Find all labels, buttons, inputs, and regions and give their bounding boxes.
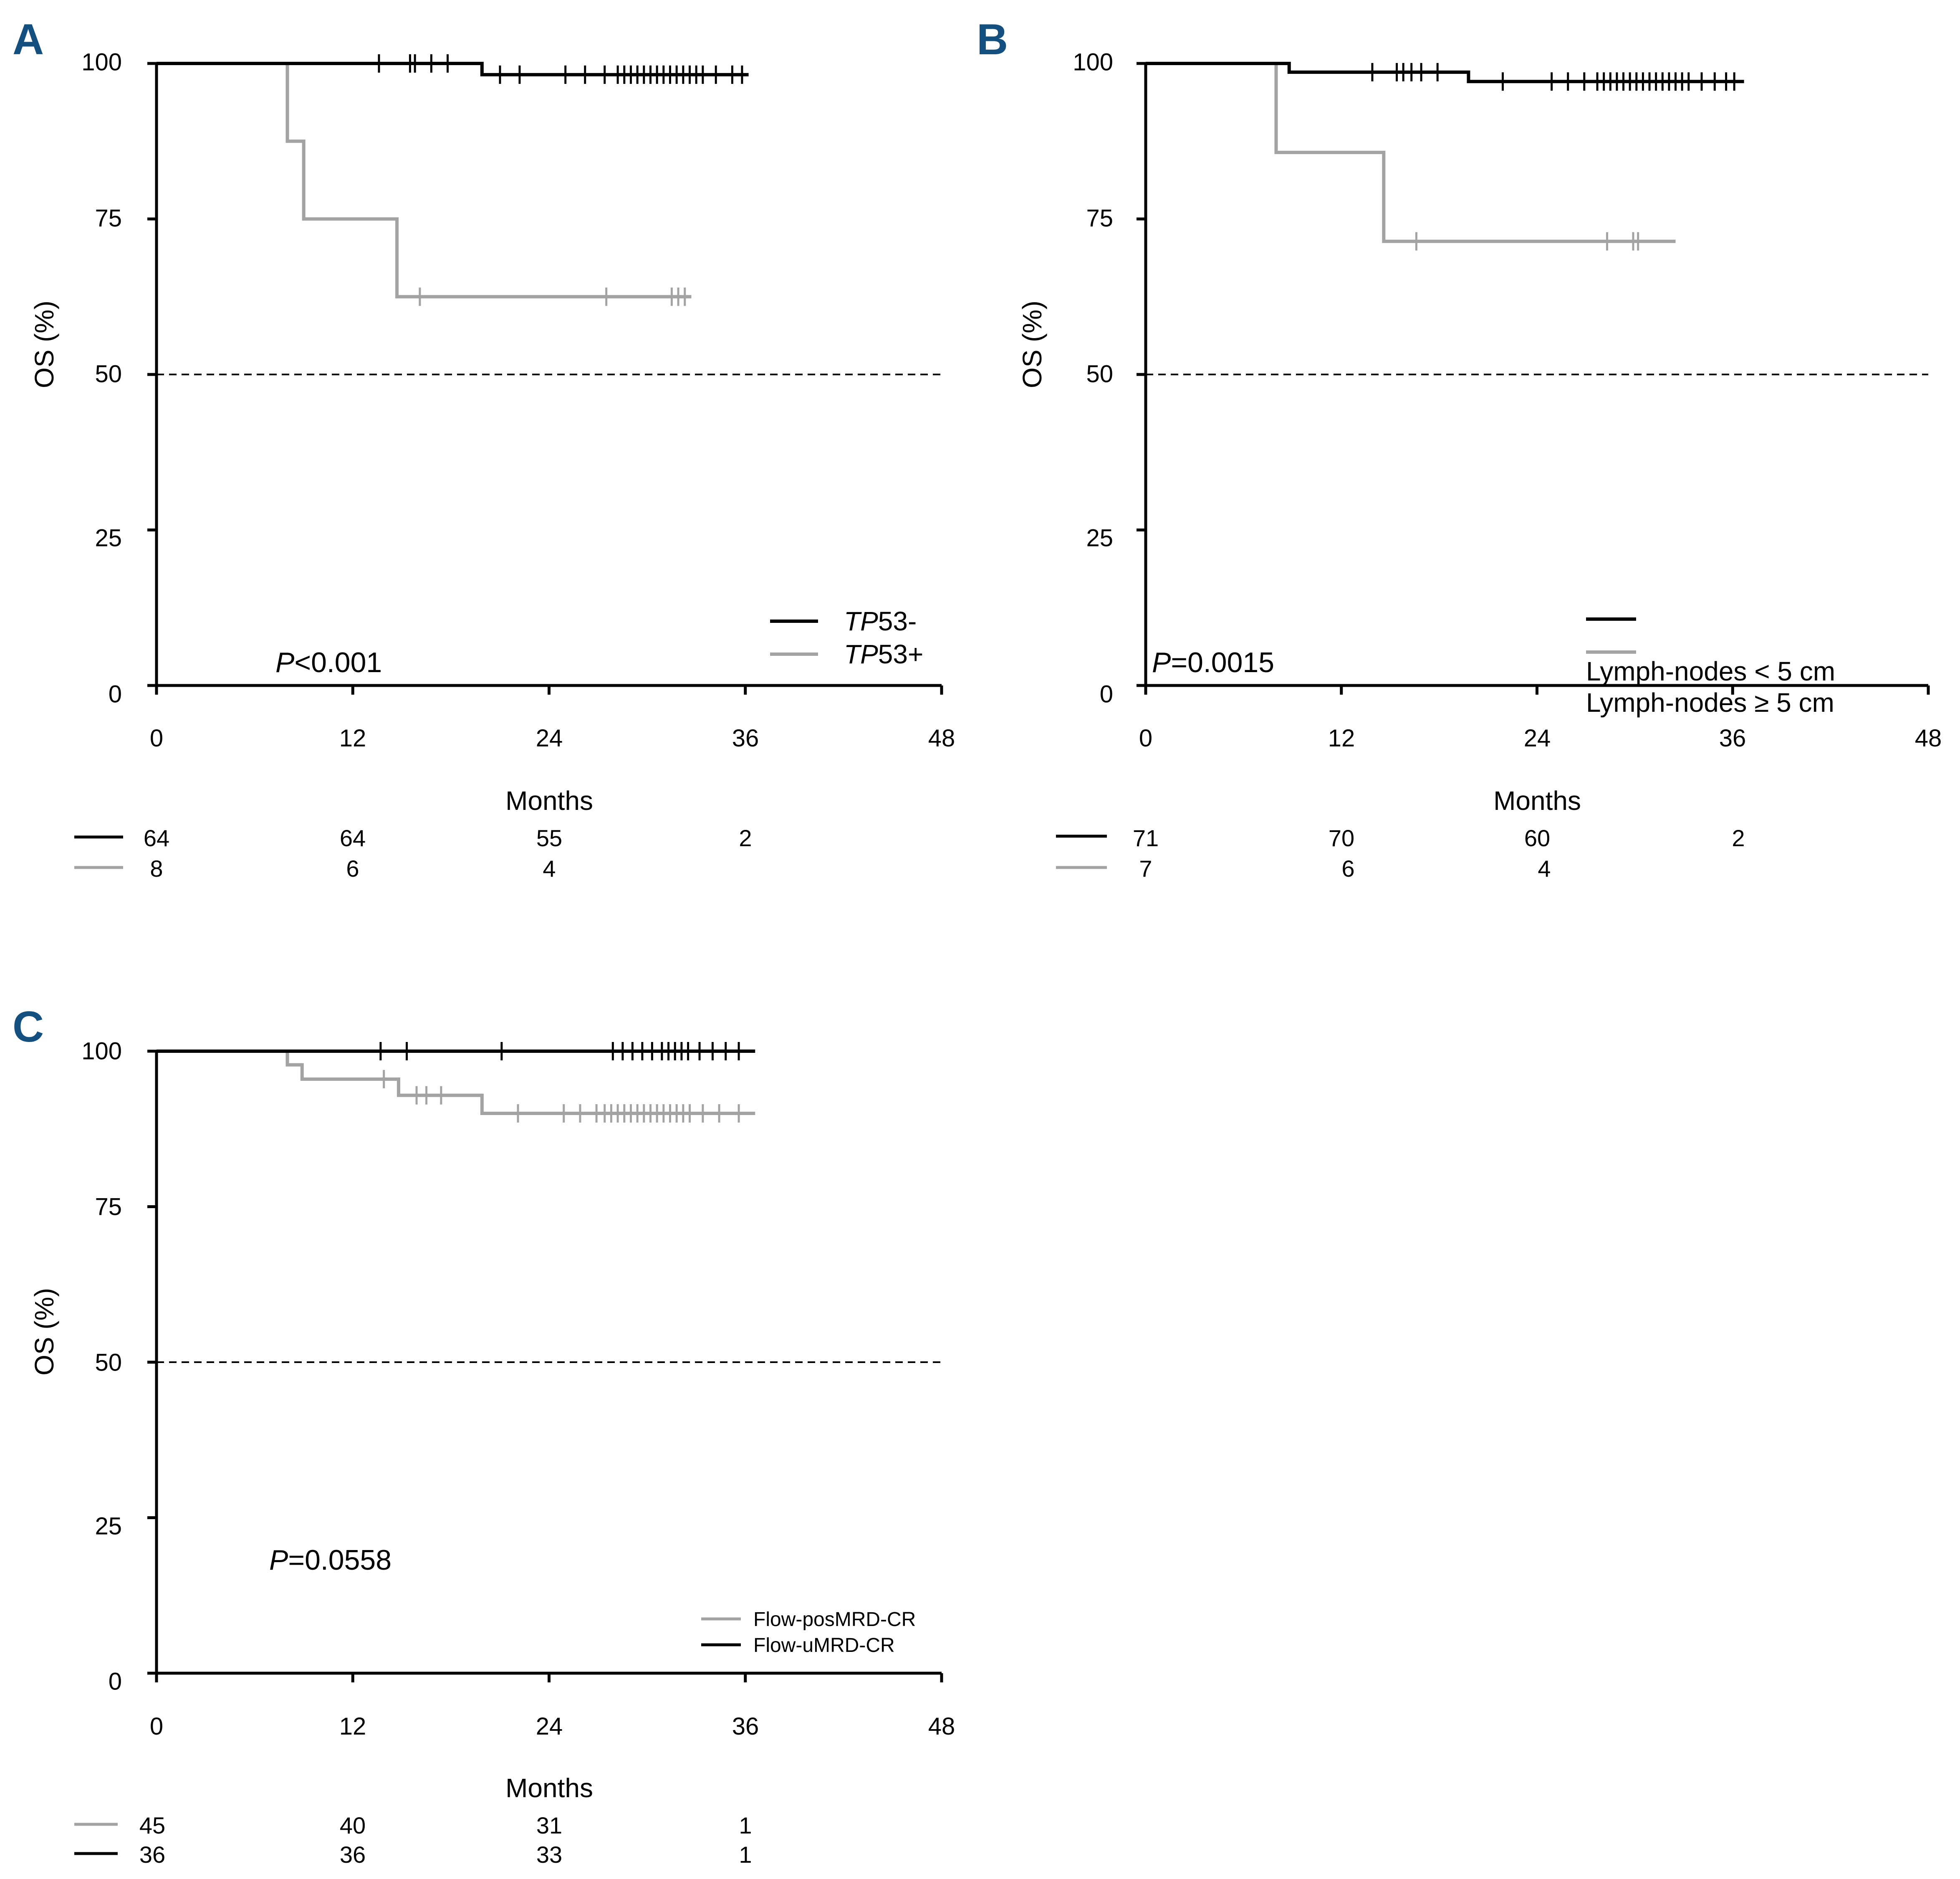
risk-count: 4: [543, 855, 556, 882]
risk-count: 1: [739, 1841, 752, 1868]
risk-count: 7: [1139, 855, 1152, 882]
risk-count: 70: [1329, 825, 1354, 851]
panel-c: C 0 25 50 75 100 0 12 24 36 48 OS (%) Mo…: [13, 1003, 955, 1868]
y-axis-title: OS (%): [29, 1288, 59, 1376]
x-axis-title: Months: [505, 786, 593, 816]
legend-label-tp53-negative: TP53-: [844, 606, 917, 636]
risk-count: 4: [1538, 855, 1551, 882]
x-tick-label: 36: [1719, 725, 1746, 752]
risk-count: 64: [144, 825, 169, 851]
y-tick-label: 75: [95, 1193, 122, 1220]
panel-a: A 0 25 50 75 100 0 12 24 36 48 OS (%) Mo…: [13, 15, 955, 882]
y-tick-label: 0: [1100, 680, 1113, 708]
y-tick-label: 100: [1073, 48, 1113, 76]
survival-curve: [1146, 62, 1744, 83]
y-tick-label: 100: [81, 1037, 122, 1065]
p-value: P=0.0558: [269, 1544, 391, 1576]
y-tick-label: 75: [95, 205, 122, 232]
panel-label-c: C: [13, 1003, 44, 1051]
y-tick-label: 25: [1086, 524, 1113, 551]
x-tick-label: 36: [732, 725, 759, 752]
p-value: P=0.0015: [1152, 647, 1274, 678]
x-tick-label: 24: [536, 725, 563, 752]
risk-count: 45: [139, 1812, 165, 1839]
y-tick-label: 100: [81, 48, 122, 76]
x-tick-label: 12: [339, 725, 366, 752]
y-tick-label: 25: [95, 1512, 122, 1540]
p-value: P<0.001: [275, 647, 382, 678]
risk-count: 36: [340, 1841, 366, 1868]
x-tick-label: 0: [150, 725, 163, 752]
risk-count: 36: [139, 1841, 165, 1868]
risk-count: 8: [150, 855, 163, 882]
x-tick-label: 36: [732, 1713, 759, 1740]
legend-label-lymph-nodes-ge5: Lymph-nodes ≥ 5 cm: [1586, 688, 1834, 718]
risk-count: 71: [1133, 825, 1159, 851]
survival-curve: [1146, 62, 1676, 243]
x-tick-label: 24: [1524, 725, 1551, 752]
x-tick-label: 48: [928, 725, 955, 752]
x-tick-label: 0: [1139, 725, 1152, 752]
risk-count: 40: [340, 1812, 366, 1839]
legend-label-flow-posmrd-cr: Flow-posMRD-CR: [753, 1608, 916, 1631]
y-tick-label: 0: [109, 1668, 122, 1695]
x-tick-label: 24: [536, 1713, 563, 1740]
y-tick-label: 25: [95, 524, 122, 551]
risk-count: 6: [1341, 855, 1354, 882]
legend-label-lymph-nodes-lt5: Lymph-nodes < 5 cm: [1586, 656, 1835, 686]
x-axis-title: Months: [1493, 786, 1581, 816]
x-tick-label: 12: [339, 1713, 366, 1740]
x-tick-label: 48: [928, 1713, 955, 1740]
survival-curve: [157, 62, 692, 298]
y-tick-label: 50: [1086, 360, 1113, 387]
y-tick-label: 0: [109, 680, 122, 708]
survival-curve: [157, 1050, 755, 1115]
x-axis-title: Months: [505, 1773, 593, 1803]
x-tick-label: 0: [150, 1713, 163, 1740]
risk-count: 2: [1732, 825, 1745, 851]
risk-count: 64: [340, 825, 366, 851]
y-tick-label: 75: [1086, 205, 1113, 232]
panel-b: B 0 25 50 75 100 0 12 24 36 48 OS (%) Mo…: [977, 15, 1942, 882]
legend-label-flow-umrd-cr: Flow-uMRD-CR: [753, 1634, 895, 1656]
survival-curve: [157, 62, 749, 76]
panel-label-a: A: [13, 15, 44, 64]
x-tick-label: 48: [1915, 725, 1942, 752]
risk-count: 6: [346, 855, 359, 882]
risk-count: 1: [739, 1812, 752, 1839]
risk-count: 2: [739, 825, 752, 851]
y-tick-label: 50: [95, 1349, 122, 1376]
x-tick-label: 12: [1328, 725, 1355, 752]
y-axis-title: OS (%): [29, 301, 59, 388]
panel-label-b: B: [977, 15, 1008, 64]
risk-count: 33: [536, 1841, 562, 1868]
risk-count: 55: [536, 825, 562, 851]
risk-count: 31: [536, 1812, 562, 1839]
y-axis-title: OS (%): [1017, 301, 1047, 388]
risk-count: 60: [1524, 825, 1550, 851]
legend-label-tp53-positive: TP53+: [844, 639, 923, 669]
y-tick-label: 50: [95, 360, 122, 387]
